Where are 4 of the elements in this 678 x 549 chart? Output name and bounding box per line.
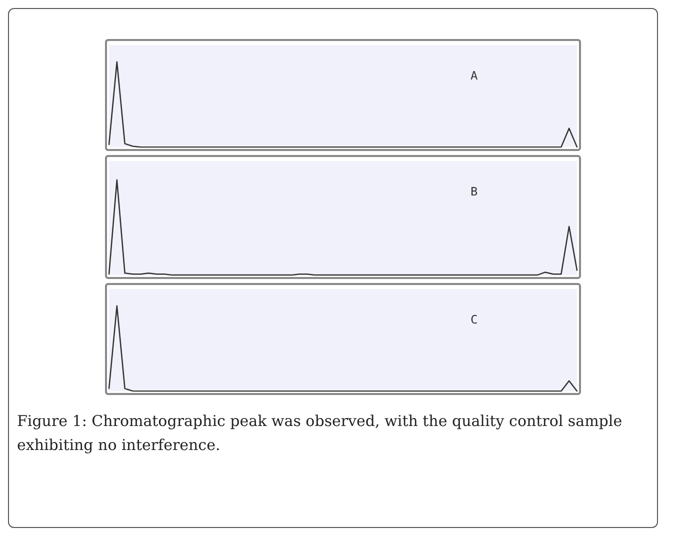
text: B [470, 184, 478, 199]
caption: Figure 1: Chromatographic peak was observed, with the quality control sample exhibiting no interference. [17, 411, 624, 456]
text: A [470, 68, 478, 83]
text: C [470, 312, 478, 327]
